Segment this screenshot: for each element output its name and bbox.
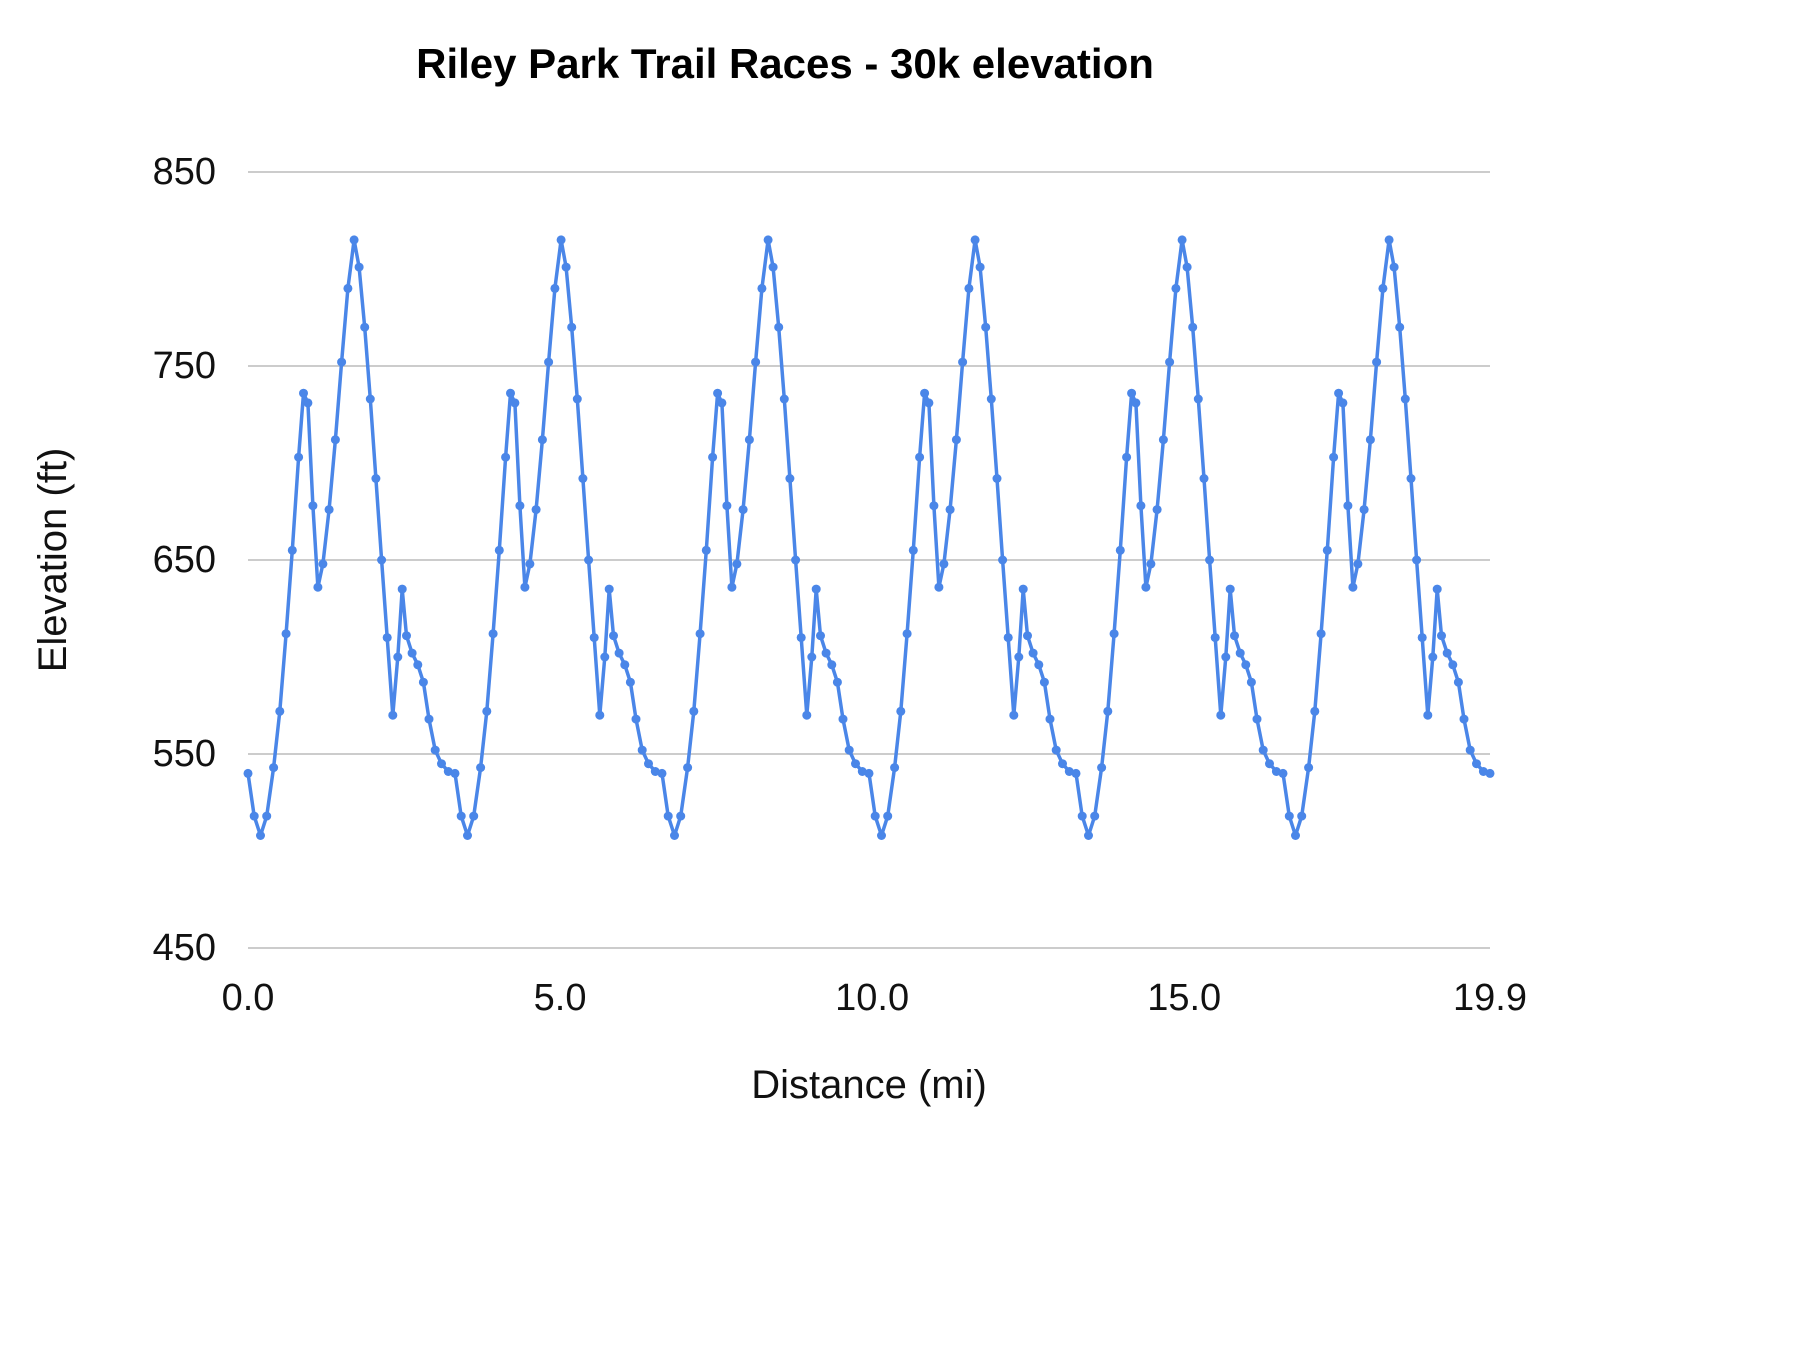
y-tick-label: 750 [153,345,216,387]
y-axis-tick-labels: 450 550 650 750 850 [153,151,216,969]
y-tick-label: 850 [153,151,216,193]
y-axis-title: Elevation (ft) [31,448,75,673]
y-tick-label: 550 [153,733,216,775]
y-tick-label: 450 [153,927,216,969]
x-tick-label: 5.0 [534,977,587,1019]
y-tick-label: 650 [153,539,216,581]
x-tick-label: 15.0 [1147,977,1221,1019]
x-tick-label: 10.0 [835,977,909,1019]
gridlines [248,171,1490,949]
chart-title: Riley Park Trail Races - 30k elevation [416,40,1154,87]
x-tick-label: 0.0 [222,977,275,1019]
x-tick-label: 19.9 [1453,977,1527,1019]
x-axis-title: Distance (mi) [751,1063,987,1107]
x-axis-tick-labels: 0.0 5.0 10.0 15.0 19.9 [222,977,1527,1019]
data-point-markers [243,235,1495,840]
